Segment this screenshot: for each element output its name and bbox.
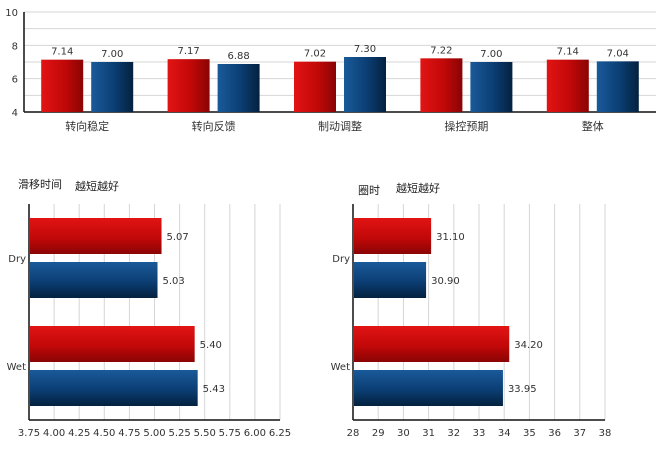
chart2-xtick-label: 5.75: [219, 428, 241, 439]
chart3-title: 圈时: [358, 184, 380, 197]
chart1-value-label: 7.17: [177, 46, 199, 57]
chart1-bar-blue: [217, 64, 260, 112]
chart2-xtick-label: 5.25: [168, 428, 190, 439]
chart3-xtick-label: 29: [372, 428, 385, 439]
chart2-xtick-label: 6.00: [244, 428, 266, 439]
chart1-bar-blue: [91, 62, 134, 112]
chart2-subtitle: 越短越好: [75, 180, 119, 193]
chart1-value-label: 7.04: [607, 48, 629, 59]
chart2-xtick-label: 4.25: [68, 428, 90, 439]
chart2-xtick-label: 6.25: [269, 428, 291, 439]
chart3-xtick-label: 28: [347, 428, 360, 439]
chart1-ytick-label: 10: [5, 8, 18, 19]
chart3-value-label: 30.90: [431, 276, 460, 287]
chart3-xtick-label: 38: [599, 428, 612, 439]
chart2-bar-blue: [30, 370, 198, 406]
chart1-value-label: 6.88: [227, 51, 249, 62]
chart2-xtick-label: 5.50: [194, 428, 216, 439]
chart3-subtitle: 越短越好: [396, 182, 440, 195]
chart1-bar-red: [41, 59, 84, 112]
chart2-value-label: 5.43: [203, 384, 225, 395]
chart2-category-label: Wet: [7, 362, 26, 373]
chart3-xtick-label: 33: [473, 428, 486, 439]
chart3-xtick-label: 37: [573, 428, 586, 439]
chart1-value-label: 7.02: [304, 49, 326, 60]
chart2-bar-blue: [30, 262, 158, 298]
chart1-bar-red: [546, 59, 589, 112]
chart1-bar-red: [167, 59, 210, 112]
chart1-value-label: 7.14: [557, 47, 579, 58]
chart2-bar-red: [30, 326, 195, 362]
chart1-category-label: 制动调整: [318, 119, 362, 133]
chart2-value-label: 5.40: [200, 340, 222, 351]
chart2-bar-red: [30, 218, 162, 254]
chart2-xtick-label: 4.50: [93, 428, 115, 439]
chart2-value-label: 5.03: [163, 276, 185, 287]
chart3-value-label: 33.95: [508, 384, 537, 395]
chart3-xtick-label: 32: [447, 428, 460, 439]
chart1-ytick-label: 6: [12, 75, 18, 86]
chart1-ytick-label: 8: [12, 41, 18, 52]
chart1-value-label: 7.00: [480, 49, 502, 60]
chart3-bar-red: [354, 218, 432, 254]
chart2-title: 滑移时间: [18, 178, 62, 191]
chart3-bar-blue: [354, 262, 427, 298]
chart1-value-label: 7.14: [51, 47, 73, 58]
chart3-xtick-label: 35: [523, 428, 536, 439]
chart3-category-label: Wet: [331, 362, 350, 373]
chart3-xtick-label: 36: [548, 428, 561, 439]
chart1-value-label: 7.30: [354, 44, 376, 55]
chart1-category-label: 操控预期: [444, 119, 488, 133]
chart3-category-label: Dry: [332, 254, 350, 265]
chart1-bar-blue: [470, 62, 513, 112]
chart3-value-label: 34.20: [514, 340, 543, 351]
chart1-bar-blue: [596, 61, 639, 112]
chart2-xtick-label: 4.75: [118, 428, 140, 439]
chart1-category-label: 转向反馈: [192, 119, 236, 133]
chart2-value-label: 5.07: [167, 232, 189, 243]
chart3-bar-red: [354, 326, 510, 362]
chart2-xtick-label: 4.00: [43, 428, 65, 439]
chart1-category-label: 转向稳定: [65, 119, 109, 133]
chart2-category-label: Dry: [8, 254, 26, 265]
chart1-bar-blue: [344, 57, 386, 112]
chart1-value-label: 7.22: [430, 45, 452, 56]
chart1-bar-red: [420, 58, 463, 112]
chart2-xtick-label: 3.75: [18, 428, 40, 439]
chart1-ytick-label: 4: [12, 108, 18, 119]
chart3-xtick-label: 31: [422, 428, 435, 439]
chart1-category-label: 整体: [582, 119, 604, 133]
chart3-xtick-label: 34: [498, 428, 511, 439]
chart3-value-label: 31.10: [436, 232, 465, 243]
chart3-bar-blue: [354, 370, 503, 406]
chart3-xtick-label: 30: [397, 428, 410, 439]
chart2-xtick-label: 5.00: [143, 428, 165, 439]
chart1-value-label: 7.00: [101, 49, 123, 60]
chart1-bar-red: [294, 61, 336, 112]
